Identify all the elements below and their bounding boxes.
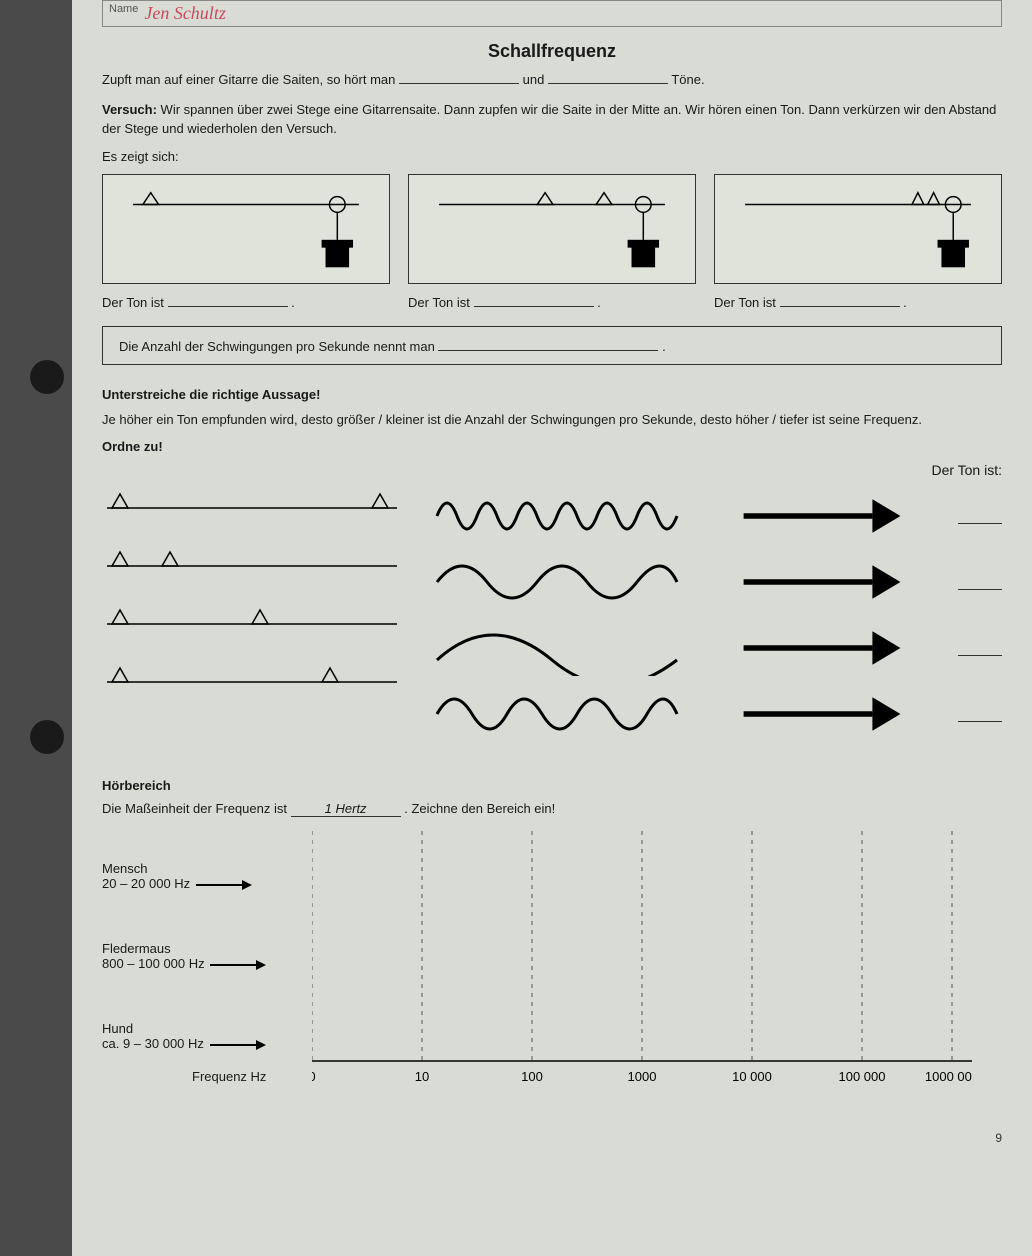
wave-icon	[432, 488, 692, 544]
tick-label: 10 000	[732, 1069, 772, 1084]
arrow-icon	[692, 488, 952, 544]
frequency-chart: Mensch20 – 20 000 Hz Fledermaus800 – 100…	[102, 831, 1002, 1101]
name-label: Name	[109, 3, 138, 24]
diagram-row: Der Ton ist . Der Ton ist .	[102, 174, 1002, 310]
string-diagram	[102, 596, 402, 636]
arrow-icon	[194, 878, 254, 892]
string-diagram	[102, 480, 402, 520]
intro-paragraph: Zupft man auf einer Gitarre die Saiten, …	[102, 70, 1002, 90]
arrow-icon	[692, 686, 952, 742]
axis-caption: Frequenz Hz	[192, 1069, 266, 1084]
ordne-heading: Ordne zu!	[102, 439, 1002, 454]
blank-input[interactable]	[548, 70, 668, 84]
chart-label-row: Mensch20 – 20 000 Hz	[102, 861, 254, 892]
string-diagram	[102, 538, 402, 578]
species-name: Mensch	[102, 861, 254, 876]
blank-input[interactable]	[780, 293, 900, 307]
hoerbereich-heading: Hörbereich	[102, 778, 1002, 793]
versuch-paragraph: Versuch: Wir spannen über zwei Stege ein…	[102, 100, 1002, 139]
tick-label: 0	[312, 1069, 316, 1084]
blank-input[interactable]	[958, 574, 1002, 590]
versuch-text: Wir spannen über zwei Stege eine Gitarre…	[102, 102, 996, 137]
ordne-section: Der Ton ist:	[102, 462, 1002, 752]
wave-row	[432, 620, 1002, 676]
strings-column	[102, 462, 402, 752]
punch-hole	[30, 360, 64, 394]
diagram-1: Der Ton ist .	[102, 174, 390, 310]
hb-text-1: Die Maßeinheit der Frequenz ist	[102, 801, 287, 816]
diagram-caption: Der Ton ist .	[714, 293, 1002, 310]
tick-label: 1000	[628, 1069, 657, 1084]
caption-text: Der Ton ist	[408, 295, 470, 310]
hoerbereich-section: Hörbereich Die Maßeinheit der Frequenz i…	[102, 778, 1002, 1101]
species-name: Hund	[102, 1021, 268, 1036]
arrow-icon	[208, 958, 268, 972]
species-range: 800 – 100 000 Hz	[102, 956, 205, 971]
chart-label-row: Fledermaus800 – 100 000 Hz	[102, 941, 268, 972]
punch-hole	[30, 720, 64, 754]
blank-input[interactable]	[958, 508, 1002, 524]
wave-icon	[432, 620, 692, 676]
hoerbereich-intro: Die Maßeinheit der Frequenz ist 1 Hertz …	[102, 801, 1002, 817]
species-range: 20 – 20 000 Hz	[102, 876, 190, 891]
wave-row	[432, 554, 1002, 610]
tick-label: 1000 000	[925, 1069, 972, 1084]
definition-box: Die Anzahl der Schwingungen pro Sekunde …	[102, 326, 1002, 365]
hb-fill: 1 Hertz	[291, 801, 401, 817]
intro-text-3: Töne.	[671, 72, 704, 87]
blank-input[interactable]	[438, 337, 658, 351]
page-title: Schallfrequenz	[102, 41, 1002, 62]
tick-label: 10	[415, 1069, 429, 1084]
species-range: ca. 9 – 30 000 Hz	[102, 1036, 204, 1051]
species-name: Fledermaus	[102, 941, 268, 956]
diagram-caption: Der Ton ist .	[408, 293, 696, 310]
name-field-row: Name Jen Schultz	[102, 0, 1002, 27]
blank-input[interactable]	[958, 706, 1002, 722]
diagram-2: Der Ton ist .	[408, 174, 696, 310]
diagram-3: Der Ton ist .	[714, 174, 1002, 310]
waves-column: Der Ton ist:	[432, 462, 1002, 752]
wave-row	[432, 488, 1002, 544]
caption-text: Der Ton ist	[714, 295, 776, 310]
intro-text-1: Zupft man auf einer Gitarre die Saiten, …	[102, 72, 395, 87]
wave-row	[432, 686, 1002, 742]
wave-icon	[432, 686, 692, 742]
tick-label: 100 000	[839, 1069, 886, 1084]
wave-icon	[432, 554, 692, 610]
es-zeigt-label: Es zeigt sich:	[102, 149, 1002, 164]
blank-input[interactable]	[958, 640, 1002, 656]
caption-text: Der Ton ist	[102, 295, 164, 310]
name-handwriting: Jen Schultz	[144, 3, 225, 24]
blank-input[interactable]	[168, 293, 288, 307]
hb-text-2: . Zeichne den Bereich ein!	[404, 801, 555, 816]
arrow-icon	[692, 620, 952, 676]
unterstreiche-heading: Unterstreiche die richtige Aussage!	[102, 387, 1002, 402]
arrow-icon	[692, 554, 952, 610]
chart-svg: 0 10 100 1000 10 000 100 000 1000 000	[312, 831, 972, 1091]
defbox-text: Die Anzahl der Schwingungen pro Sekunde …	[119, 339, 435, 354]
tick-label: 100	[521, 1069, 543, 1084]
diagram-caption: Der Ton ist .	[102, 293, 390, 310]
intro-text-2: und	[523, 72, 545, 87]
blank-input[interactable]	[399, 70, 519, 84]
page-number: 9	[102, 1131, 1002, 1145]
string-diagram	[102, 654, 402, 694]
unterstreiche-text: Je höher ein Ton empfunden wird, desto g…	[102, 410, 1002, 430]
chart-label-row: Hundca. 9 – 30 000 Hz	[102, 1021, 268, 1052]
worksheet-page: Name Jen Schultz Schallfrequenz Zupft ma…	[72, 0, 1032, 1256]
versuch-label: Versuch:	[102, 102, 157, 117]
arrow-icon	[208, 1038, 268, 1052]
blank-input[interactable]	[474, 293, 594, 307]
ordne-header: Der Ton ist:	[432, 462, 1002, 478]
